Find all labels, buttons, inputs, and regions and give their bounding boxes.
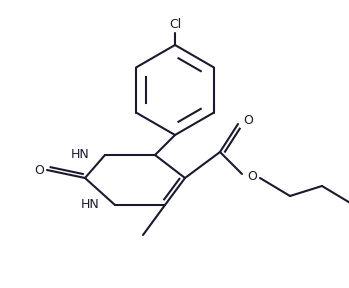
Text: O: O bbox=[247, 170, 257, 183]
Text: HN: HN bbox=[70, 149, 89, 162]
Text: HN: HN bbox=[80, 198, 99, 211]
Text: O: O bbox=[34, 164, 44, 177]
Text: O: O bbox=[243, 113, 253, 126]
Text: Cl: Cl bbox=[169, 18, 181, 31]
